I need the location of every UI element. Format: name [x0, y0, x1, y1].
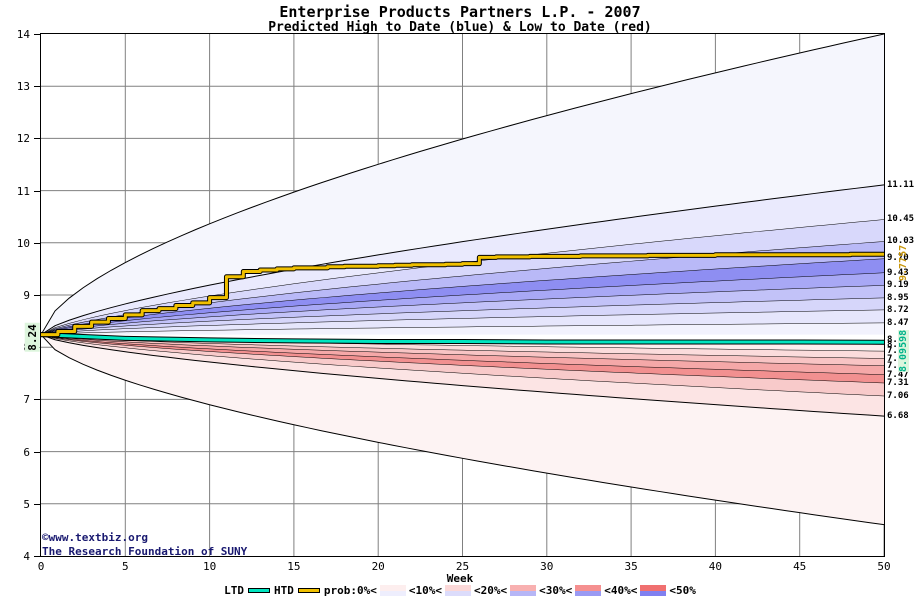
blue-end-label: 8.72 — [887, 304, 909, 315]
y-tick-mark — [34, 242, 40, 244]
y-tick-mark — [34, 138, 40, 140]
band-swatch-30 — [510, 585, 537, 596]
x-tick-label: 30 — [540, 560, 554, 573]
red-end-label: 8.05 — [887, 340, 909, 350]
x-tick-label: 35 — [624, 560, 638, 573]
x-tick-label: 15 — [287, 560, 301, 573]
red-end-label: 7.92 — [887, 346, 909, 356]
chart-subtitle: Predicted High to Date (blue) & Low to D… — [268, 20, 652, 35]
legend-item-ltd[interactable]: LTD — [223, 584, 273, 597]
legend-label-50: <50% — [669, 584, 696, 597]
red-end-label: 7.78 — [887, 354, 909, 364]
y-tick-label: 13 — [16, 80, 30, 94]
y-tick-mark — [34, 556, 40, 557]
credit-line-2: The Research Foundation of SUNY — [42, 545, 248, 558]
blue-end-label: 8.14 — [887, 335, 909, 345]
legend-label-40: <40%< — [604, 584, 638, 597]
y-tick-mark — [34, 503, 40, 505]
blue-end-label: 9.70 — [887, 253, 909, 264]
x-tick-label: 45 — [793, 560, 807, 573]
legend-label-ltd: LTD — [224, 584, 244, 597]
y-tick-mark — [34, 34, 40, 35]
band-swatch-40 — [575, 585, 602, 596]
y-tick-mark — [34, 451, 40, 453]
ltd-end-value: 8.09598 — [898, 330, 909, 373]
htd-line-swatch — [297, 588, 320, 593]
start-price-badge: 8.24 — [24, 323, 40, 352]
x-tick-label: 0 — [37, 560, 45, 573]
y-tick-label: 4 — [23, 550, 30, 563]
blue-end-label: 10.45 — [887, 214, 915, 225]
y-tick-label: 11 — [16, 184, 30, 198]
credit-line-1: ©www.textbiz.org — [42, 531, 148, 544]
y-tick-mark — [34, 86, 40, 88]
x-tick-label: 10 — [202, 560, 217, 573]
y-tick-label: 7 — [23, 393, 30, 407]
legend-label-10: <10%< — [408, 584, 442, 597]
band-swatch-50 — [640, 585, 667, 596]
y-tick-label: 10 — [16, 236, 30, 250]
fan-chart-svg — [41, 34, 884, 556]
red-end-label: 6.68 — [887, 411, 909, 422]
legend-label-prob: prob:0%< — [323, 584, 377, 597]
y-tick-mark — [34, 399, 40, 401]
legend-label-20: <20%< — [473, 584, 508, 597]
red-end-label: 7.31 — [887, 378, 909, 389]
band-swatch-20 — [444, 585, 471, 596]
blue-end-label: 9.43 — [887, 267, 909, 278]
y-tick-label: 14 — [16, 28, 30, 41]
y-tick-label: 5 — [23, 497, 30, 511]
legend-label-htd: HTD — [274, 584, 294, 597]
legend-label-30: <30%< — [539, 584, 573, 597]
blue-end-label: 8.95 — [887, 292, 909, 303]
blue-end-label: 8.47 — [887, 317, 909, 328]
red-end-label: 7.47 — [887, 369, 909, 380]
y-tick-label: 9 — [23, 289, 30, 302]
legend: LTD HTD prob:0%< <10%< <20%< <30%< <40%<… — [0, 584, 920, 597]
y-tick-mark — [34, 190, 40, 192]
credit-text: ©www.textbiz.org The Research Foundation… — [42, 531, 247, 559]
x-tick-label: 40 — [708, 560, 723, 573]
red-end-label: 7.06 — [887, 391, 909, 402]
plot-area — [40, 33, 885, 557]
blue-end-label: 11.11 — [887, 179, 915, 190]
legend-item-prob: prob:0%< — [323, 584, 378, 597]
htd-end-value: 9.7757 — [898, 244, 909, 281]
legend-item-htd[interactable]: HTD — [273, 584, 323, 597]
x-tick-label: 5 — [121, 560, 129, 573]
ltd-line-swatch — [248, 588, 270, 593]
band-swatch-10 — [379, 585, 406, 596]
x-axis-label: Week — [446, 572, 474, 585]
blue-end-label: 9.19 — [887, 280, 909, 291]
y-tick-label: 12 — [16, 132, 30, 146]
x-tick-label: 20 — [371, 560, 385, 573]
x-tick-label: 25 — [455, 560, 470, 573]
red-end-label: 7.64 — [887, 361, 909, 371]
y-tick-mark — [34, 295, 40, 296]
x-tick-label: 50 — [877, 560, 891, 573]
chart-title: Enterprise Products Partners L.P. - 2007 — [279, 3, 641, 21]
blue-end-label: 10.03 — [887, 236, 915, 247]
y-tick-label: 6 — [23, 445, 30, 459]
